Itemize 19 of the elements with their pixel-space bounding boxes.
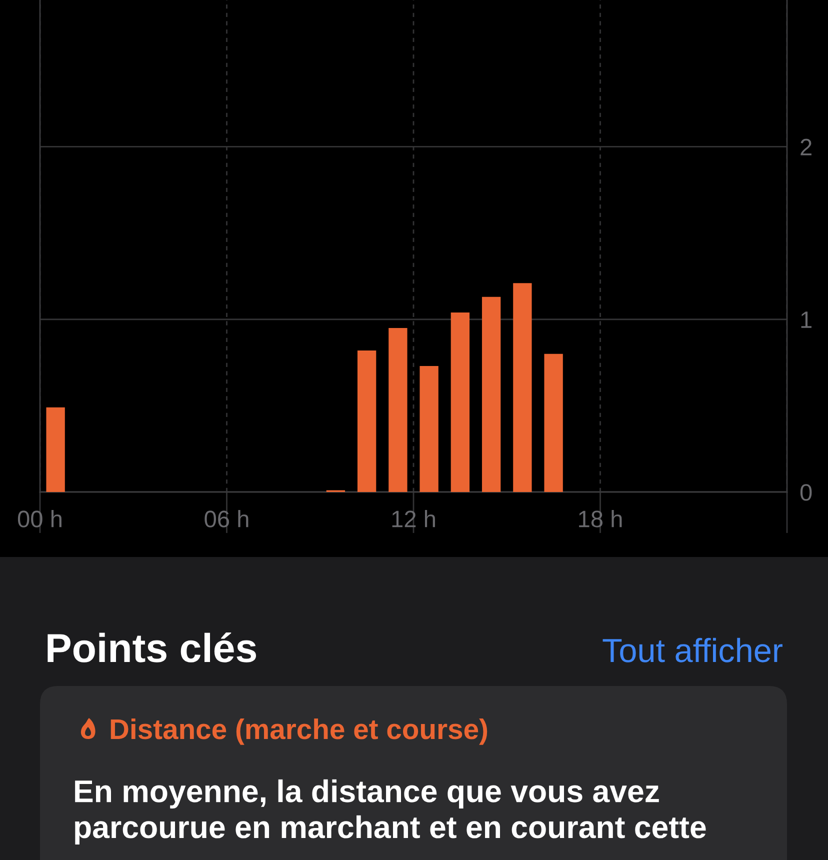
bar: [513, 283, 532, 492]
text: Tout afficher: [602, 638, 782, 662]
text: Points clés: [48, 632, 256, 662]
y-tick-label: 2: [800, 138, 812, 156]
y-tick-label: 0: [800, 484, 812, 501]
text: Distance (marche et course): [110, 718, 488, 745]
bar: [388, 328, 408, 492]
bar: [357, 350, 376, 492]
bar: [46, 407, 65, 492]
x-tick-label: 06 h: [204, 510, 248, 528]
bar: [420, 366, 438, 492]
text: En moyenne, la distance que vous avez parcourue en marchant et en courant cette: [75, 779, 706, 844]
x-tick-label: 12 h: [392, 510, 435, 528]
x-tick-label: 00 h: [18, 510, 62, 528]
x-tick-label: 18 h: [579, 510, 622, 528]
y-tick-label: 1: [801, 312, 812, 328]
bar: [450, 312, 470, 492]
bar: [482, 296, 501, 492]
bar: [544, 354, 563, 492]
